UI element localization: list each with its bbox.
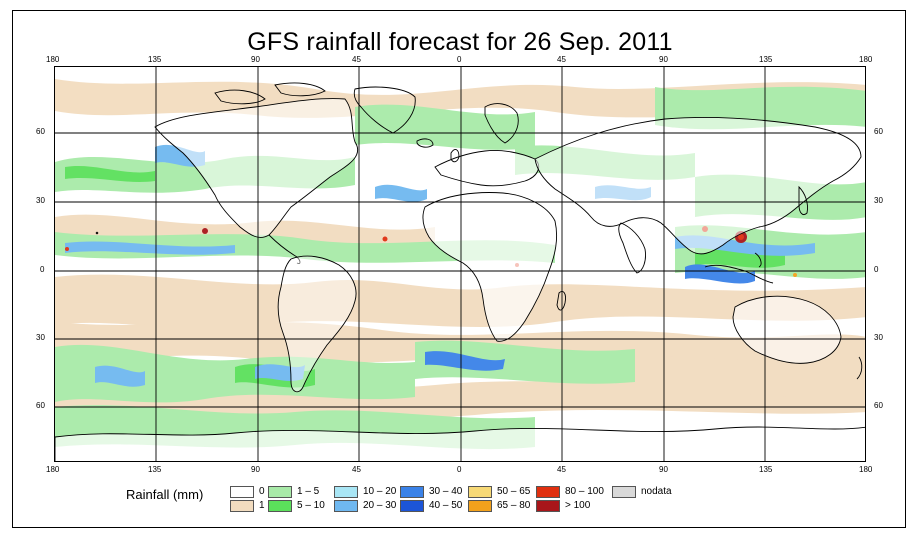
lon-tick-bottom-7: 90	[659, 465, 668, 474]
lon-tick-bottom-4: 45	[352, 465, 361, 474]
lat-tick-left-1: 60	[36, 127, 45, 136]
legend-label-12: nodata	[641, 486, 672, 497]
legend-label-3: 5 – 10	[297, 500, 325, 511]
lon-tick-top-5: 0	[457, 55, 462, 64]
lon-tick-top-4: 45	[352, 55, 361, 64]
legend-label-1: 1	[259, 500, 265, 511]
lon-tick-top-9: 180	[859, 55, 873, 64]
lon-tick-top-6: 45	[557, 55, 566, 64]
lon-tick-top-3: 90	[251, 55, 260, 64]
legend-swatch-5	[334, 500, 358, 512]
legend-swatch-8	[468, 486, 492, 498]
legend-swatch-6	[400, 486, 424, 498]
lon-tick-top-8: 135	[759, 55, 773, 64]
lat-tick-left-3: 0	[40, 265, 45, 274]
lon-tick-bottom-2: 135	[148, 465, 162, 474]
lon-tick-bottom-3: 90	[251, 465, 260, 474]
lat-tick-right-5: 60	[874, 401, 883, 410]
legend-label-9: 65 – 80	[497, 500, 531, 511]
legend-swatch-7	[400, 500, 424, 512]
graticule	[55, 67, 865, 461]
legend-label-7: 40 – 50	[429, 500, 463, 511]
map-canvas	[55, 67, 865, 461]
legend-title: Rainfall (mm)	[126, 487, 204, 502]
lat-tick-left-5: 60	[36, 401, 45, 410]
legend-label-0: 0	[259, 486, 265, 497]
rainfall-map[interactable]	[54, 66, 866, 462]
legend-label-5: 20 – 30	[363, 500, 397, 511]
legend-label-6: 30 – 40	[429, 486, 463, 497]
lat-tick-right-2: 30	[874, 196, 883, 205]
lat-tick-right-1: 60	[874, 127, 883, 136]
legend-label-2: 1 – 5	[297, 486, 320, 497]
legend-label-10: 80 – 100	[565, 486, 604, 497]
legend-swatch-3	[268, 500, 292, 512]
lat-tick-left-4: 30	[36, 333, 45, 342]
lon-tick-bottom-6: 45	[557, 465, 566, 474]
legend-swatch-11	[536, 500, 560, 512]
lat-tick-left-2: 30	[36, 196, 45, 205]
lat-tick-right-4: 30	[874, 333, 883, 342]
lon-tick-top-2: 135	[148, 55, 162, 64]
legend-swatch-2	[268, 486, 292, 498]
lon-tick-top-1: 180	[46, 55, 60, 64]
lon-tick-bottom-5: 0	[457, 465, 462, 474]
lon-tick-bottom-1: 180	[46, 465, 60, 474]
legend-label-4: 10 – 20	[363, 486, 397, 497]
legend-swatch-9	[468, 500, 492, 512]
legend-swatch-1	[230, 500, 254, 512]
lat-tick-right-3: 0	[874, 265, 879, 274]
map-title: GFS rainfall forecast for 26 Sep. 2011	[247, 28, 673, 56]
legend-label-8: 50 – 65	[497, 486, 531, 497]
legend-swatch-10	[536, 486, 560, 498]
legend-label-11: > 100	[565, 500, 591, 511]
lon-tick-bottom-8: 135	[759, 465, 773, 474]
legend-swatch-12	[612, 486, 636, 498]
lon-tick-bottom-9: 180	[859, 465, 873, 474]
legend-swatch-4	[334, 486, 358, 498]
legend-swatch-0	[230, 486, 254, 498]
lon-tick-top-7: 90	[659, 55, 668, 64]
